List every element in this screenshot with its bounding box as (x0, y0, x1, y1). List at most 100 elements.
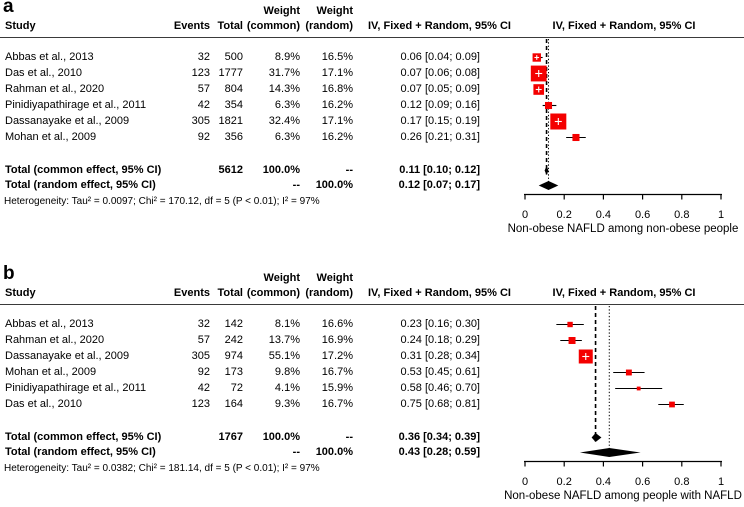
panel-b: b Weight Weight Study Events Total (comm… (0, 263, 744, 507)
ci-value: 0.43 [0.28; 0.59] (398, 446, 480, 458)
weight-random-value: 16.6% (321, 318, 353, 330)
study-column-header: Study (5, 20, 36, 32)
study-square (568, 337, 576, 344)
weight-common-header-line1: Weight (263, 272, 300, 284)
random-diamond (579, 448, 641, 457)
study-name: Dassanayake et al., 2009 (5, 115, 130, 127)
heterogeneity-text: Heterogeneity: Tau² = 0.0382; Chi² = 181… (4, 463, 320, 474)
ci-value: 0.31 [0.28; 0.34] (400, 350, 480, 362)
events-value: 123 (191, 67, 210, 79)
axis-tick-label: 0.2 (557, 476, 572, 488)
events-value: 32 (197, 318, 210, 330)
total-value: 354 (224, 99, 243, 111)
axis-title: Non-obese NAFLD among non-obese people (508, 223, 739, 235)
axis-tick-label: 0 (522, 209, 528, 221)
study-square (636, 386, 641, 391)
weight-random-value: 16.8% (321, 83, 353, 95)
ci-text-column-header: IV, Fixed + Random, 95% CI (368, 287, 511, 299)
total-value: 1767 (218, 431, 243, 443)
axis-tick-label: 0.8 (674, 476, 689, 488)
study-row: Dassanayake et al., 2009 305 1821 32.4% … (0, 114, 744, 129)
total-common-label: Total (common effect, 95% CI) (5, 164, 162, 176)
ci-value: 0.07 [0.05; 0.09] (400, 83, 480, 95)
axis-tick-label: 0.4 (596, 476, 611, 488)
events-column-header: Events (173, 20, 210, 32)
study-row: Mohan et al., 2009 92 173 9.8% 16.7% 0.5… (0, 365, 744, 380)
ci-value: 0.53 [0.45; 0.61] (400, 366, 480, 378)
weight-random-value: 16.7% (321, 366, 353, 378)
ci-value: 0.12 [0.07; 0.17] (398, 179, 480, 191)
study-row: Rahman et al., 2020 57 804 14.3% 16.8% 0… (0, 82, 744, 97)
ci-value: 0.17 [0.15; 0.19] (400, 115, 480, 127)
weight-common-value: 4.1% (274, 382, 300, 394)
ci-text-column-header: IV, Fixed + Random, 95% CI (368, 20, 511, 32)
heterogeneity-text: Heterogeneity: Tau² = 0.0097; Chi² = 170… (4, 196, 320, 207)
study-name: Mohan et al., 2009 (5, 366, 97, 378)
ci-value: 0.36 [0.34; 0.39] (398, 431, 480, 443)
weight-random-value: -- (345, 431, 353, 443)
total-value: 804 (224, 83, 243, 95)
study-name: Mohan et al., 2009 (5, 131, 97, 143)
plot-column-header: IV, Fixed + Random, 95% CI (552, 287, 696, 299)
total-value: 1821 (218, 115, 243, 127)
total-random-row: Total (random effect, 95% CI) -- 100.0% … (0, 178, 744, 193)
ci-value: 0.12 [0.09; 0.16] (400, 99, 480, 111)
total-random-row: Total (random effect, 95% CI) -- 100.0% … (0, 445, 744, 460)
weight-common-value: 100.0% (262, 164, 300, 176)
weight-random-value: 100.0% (315, 446, 353, 458)
total-value: 173 (224, 366, 243, 378)
study-name: Pinidiyapathirage et al., 2011 (5, 382, 147, 394)
study-column-header: Study (5, 287, 36, 299)
study-name: Das et al., 2010 (5, 67, 83, 79)
axis-tick-label: 0.6 (635, 209, 650, 221)
weight-random-value: 16.2% (321, 131, 353, 143)
study-name: Rahman et al., 2020 (5, 83, 105, 95)
axis-tick-label: 1 (718, 209, 724, 221)
study-name: Das et al., 2010 (5, 398, 83, 410)
study-name: Abbas et al., 2013 (5, 51, 94, 63)
total-common-row: Total (common effect, 95% CI) 5612 100.0… (0, 163, 744, 178)
ci-value: 0.24 [0.18; 0.29] (400, 334, 480, 346)
weight-common-value: 9.8% (274, 366, 300, 378)
weight-common-value: 9.3% (274, 398, 300, 410)
events-value: 57 (197, 83, 210, 95)
header-row-2: Study Events Total (common) (random) IV,… (0, 286, 744, 301)
weight-common-value: 13.7% (268, 334, 300, 346)
study-row: Das et al., 2010 123 164 9.3% 16.7% 0.75… (0, 397, 744, 412)
weight-random-value: 16.5% (321, 51, 353, 63)
header-row-1: Weight Weight (0, 271, 744, 286)
study-square (669, 401, 675, 408)
weight-common-header-line2: (common) (246, 287, 300, 299)
events-value: 92 (197, 366, 210, 378)
total-value: 72 (230, 382, 243, 394)
total-value: 142 (224, 318, 243, 330)
weight-random-header-line1: Weight (316, 272, 353, 284)
total-value: 500 (224, 51, 243, 63)
events-value: 92 (197, 131, 210, 143)
weight-common-value: 55.1% (268, 350, 300, 362)
panel-b-label: b (3, 263, 15, 284)
weight-random-value: 16.2% (321, 99, 353, 111)
weight-common-value: 8.1% (274, 318, 300, 330)
weight-random-value: 16.9% (321, 334, 353, 346)
events-value: 32 (197, 51, 210, 63)
study-square (625, 369, 632, 376)
total-column-header: Total (217, 287, 243, 299)
ci-value: 0.58 [0.46; 0.70] (400, 382, 480, 394)
weight-common-value: 8.9% (274, 51, 300, 63)
random-diamond (538, 181, 559, 190)
events-value: 123 (191, 398, 210, 410)
axis-tick-label: 0.8 (674, 209, 689, 221)
axis-tick-label: 0.4 (596, 209, 611, 221)
ci-value: 0.06 [0.04; 0.09] (400, 51, 480, 63)
total-common-label: Total (common effect, 95% CI) (5, 431, 162, 443)
header-rule (0, 304, 744, 305)
weight-random-value: -- (345, 164, 353, 176)
axis-tick-label: 1 (718, 476, 724, 488)
axis-tick-label: 0.6 (635, 476, 650, 488)
weight-common-value: 31.7% (268, 67, 300, 79)
study-square (567, 321, 573, 328)
ci-value: 0.07 [0.06; 0.08] (400, 67, 480, 79)
axis-tick-label: 0.2 (557, 209, 572, 221)
forest-plot-b: 0 0.2 0.4 0.6 0.8 1 Non-obese NAFLD among peop… (504, 306, 742, 502)
